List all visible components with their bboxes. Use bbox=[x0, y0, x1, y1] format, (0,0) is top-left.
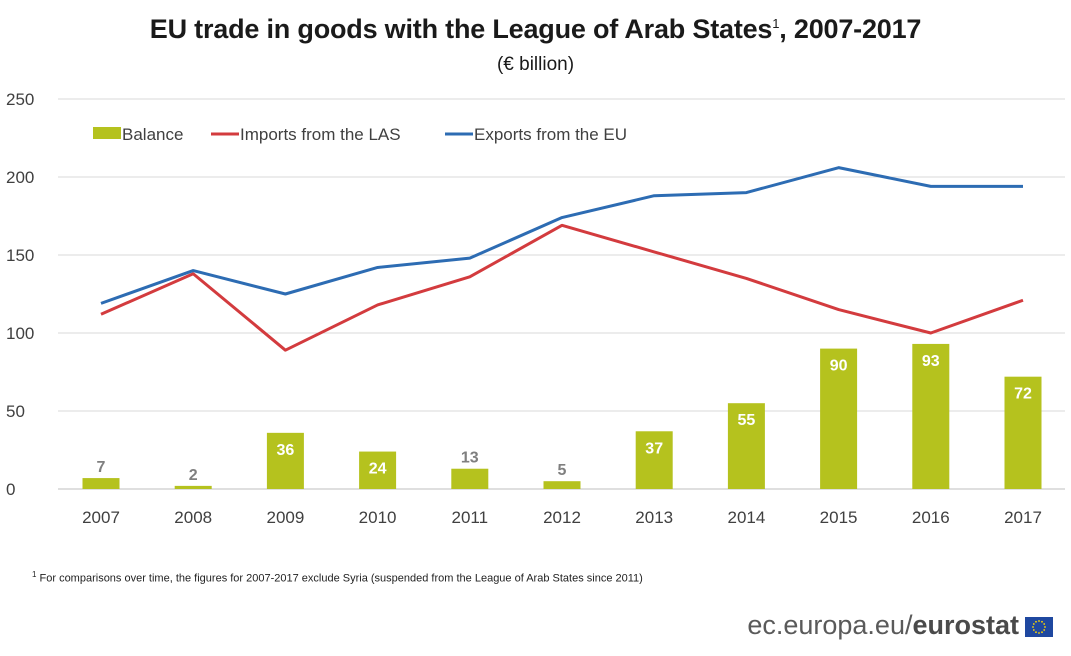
bar-balance bbox=[174, 485, 212, 489]
eu-flag-icon bbox=[1025, 617, 1053, 637]
legend-label-balance: Balance bbox=[122, 125, 183, 144]
x-tick-label: 2015 bbox=[820, 508, 858, 527]
bar-balance bbox=[727, 403, 765, 489]
combo-chart: 0 50 100 150 200 250 2007 2008 2009 2010 2011 2012 2… bbox=[6, 90, 1065, 527]
bar-data-label: 72 bbox=[1014, 386, 1032, 403]
line-exports-from-the-eu bbox=[100, 166, 1023, 305]
x-tick-label: 2012 bbox=[543, 508, 581, 527]
x-tick-label: 2008 bbox=[174, 508, 212, 527]
bar-balance bbox=[820, 348, 858, 489]
bar-data-label: 13 bbox=[461, 450, 479, 467]
legend-label-imports-from-the-las: Imports from the LAS bbox=[240, 125, 401, 144]
flag-star bbox=[1032, 626, 1034, 628]
bar-balance bbox=[1004, 376, 1042, 489]
bar-data-label: 90 bbox=[830, 358, 848, 375]
x-tick-label: 2009 bbox=[266, 508, 304, 527]
x-tick-label: 2007 bbox=[82, 508, 120, 527]
bar-balance bbox=[266, 432, 304, 489]
flag-star bbox=[1038, 632, 1040, 634]
y-tick-label: 150 bbox=[6, 246, 34, 265]
bar-data-label: 5 bbox=[558, 462, 567, 479]
bar-balance bbox=[451, 468, 489, 489]
bar-data-label: 55 bbox=[738, 412, 756, 429]
eurostat-logo-text: ec.europa.eu/eurostat bbox=[747, 610, 1019, 640]
legend-swatch-balance bbox=[93, 127, 121, 139]
bar-data-label: 2 bbox=[189, 467, 198, 484]
bar-balance bbox=[82, 478, 120, 489]
x-tick-label: 2010 bbox=[359, 508, 397, 527]
y-tick-label: 250 bbox=[6, 90, 34, 109]
x-tick-label: 2011 bbox=[452, 508, 489, 527]
flag-star bbox=[1041, 631, 1043, 634]
chart-subtitle: (€ billion) bbox=[496, 54, 575, 75]
bar-balance bbox=[912, 343, 950, 489]
footnote-marker: 1 bbox=[32, 570, 37, 579]
x-tick-label: 2016 bbox=[912, 508, 950, 527]
y-tick-label: 100 bbox=[6, 324, 34, 343]
bar-balance bbox=[543, 481, 581, 489]
x-tick-label: 2017 bbox=[1004, 508, 1042, 527]
bar-data-label: 7 bbox=[97, 459, 106, 476]
bar-data-label: 36 bbox=[277, 442, 295, 459]
y-tick-label: 0 bbox=[6, 480, 15, 499]
flag-star bbox=[1043, 629, 1046, 631]
flag-star bbox=[1035, 631, 1037, 634]
footnote: 1 For comparisons over time, the figures… bbox=[32, 570, 643, 585]
line-imports-from-the-las bbox=[100, 223, 1024, 352]
bar-data-label: 24 bbox=[369, 461, 387, 478]
y-tick-label: 50 bbox=[6, 402, 25, 421]
flag-star bbox=[1041, 620, 1043, 623]
bar-data-label: 93 bbox=[922, 353, 940, 370]
chart-title: EU trade in goods with the League of Ara… bbox=[149, 14, 922, 44]
title-footnote-marker: 1 bbox=[772, 16, 780, 31]
flag-star bbox=[1032, 629, 1035, 631]
bar-data-label: 37 bbox=[645, 440, 663, 457]
flag-star bbox=[1043, 623, 1046, 625]
footnote-text: For comparisons over time, the figures f… bbox=[36, 572, 643, 585]
x-tick-label: 2013 bbox=[635, 508, 673, 527]
flag-star bbox=[1044, 626, 1046, 628]
x-tick-label: 2014 bbox=[727, 508, 765, 527]
flag-star bbox=[1032, 623, 1035, 625]
flag-star bbox=[1038, 620, 1040, 622]
y-tick-label: 200 bbox=[6, 168, 34, 187]
bar-balance bbox=[635, 431, 673, 489]
flag-star bbox=[1035, 620, 1037, 623]
bar-balance bbox=[359, 451, 397, 489]
legend-label-exports-from-the-eu: Exports from the EU bbox=[474, 125, 627, 144]
